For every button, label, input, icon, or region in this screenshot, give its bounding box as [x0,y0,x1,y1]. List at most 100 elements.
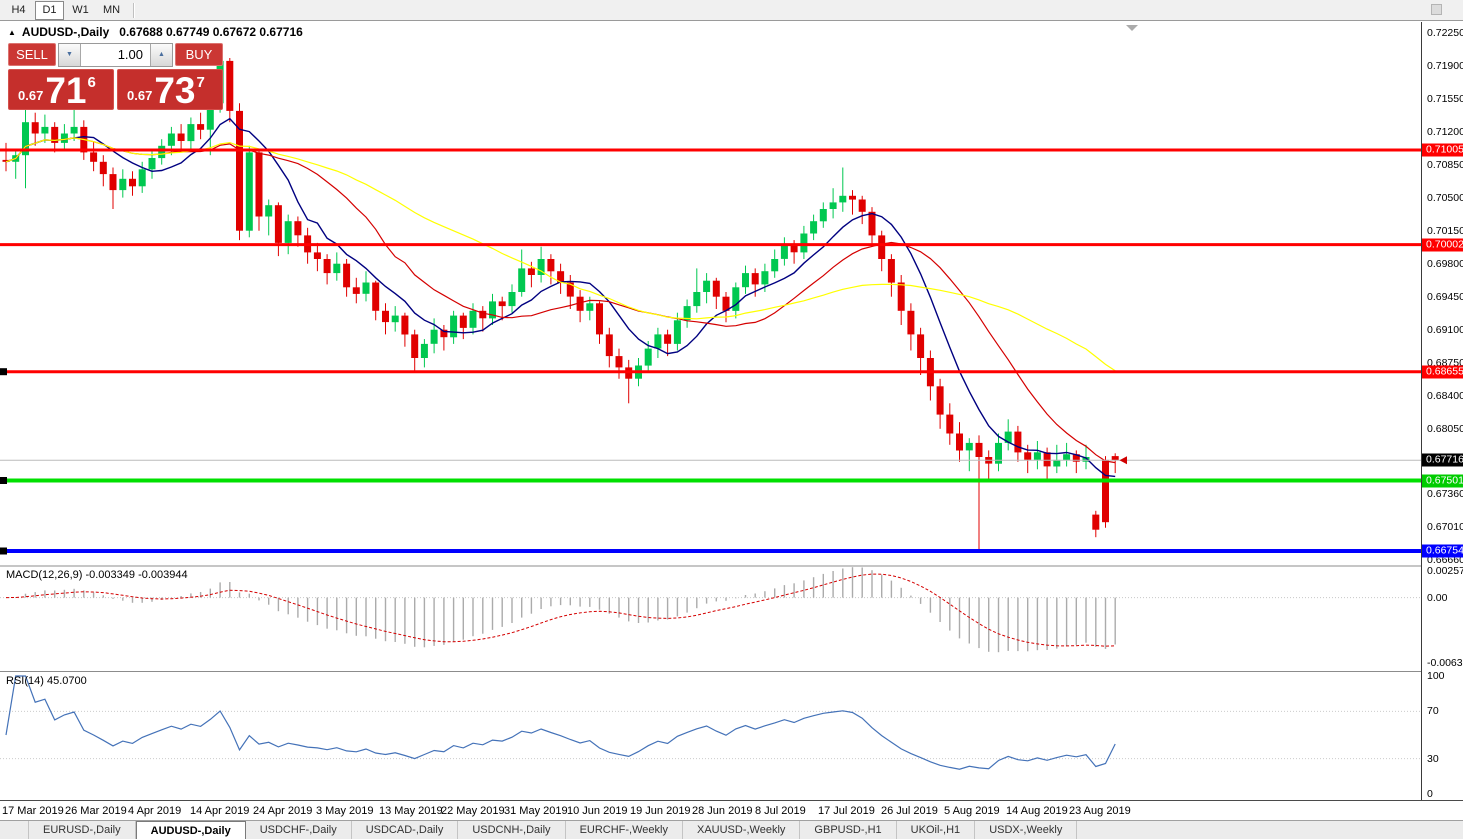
price-tick-label: 0.69450 [1427,290,1463,303]
date-label: 26 Jul 2019 [881,805,938,817]
price-tag-0.68655: 0.68655 [1422,365,1463,379]
date-label: 10 Jun 2019 [567,805,628,817]
buy-button[interactable]: BUY [175,43,223,66]
toolbar-separator [133,2,135,18]
chart-tab-gbpusd-h1[interactable]: GBPUSD-,H1 [800,821,897,839]
rsi-line [5,675,1116,770]
buy-price-panel[interactable]: 0.67 73 7 [117,69,223,111]
date-label: 17 Jul 2019 [818,805,875,817]
rsi-tick-label: 100 [1427,670,1445,682]
date-label: 13 May 2019 [379,805,443,817]
chart-tab-eurusd-daily[interactable]: EURUSD-,Daily [28,821,136,839]
bid-price-pip-digit: 6 [87,74,96,91]
chart-tab-audusd-daily[interactable]: AUDUSD-,Daily [135,821,246,839]
timeframe-button-h4[interactable]: H4 [11,4,26,16]
date-label: 4 Apr 2019 [128,805,182,817]
price-tick-label: 0.71900 [1427,59,1463,72]
chart-tab-strip: EURUSD-,Daily AUDUSD-,Daily USDCHF-,Daily U… [0,820,1463,839]
macd-tick-label: 0.00 [1427,591,1448,604]
timeframe-button-mn[interactable]: MN [102,4,121,16]
date-label: 5 Aug 2019 [944,805,1000,817]
price-tag-0.70002: 0.70002 [1422,238,1463,252]
price-tick-label: 0.71200 [1427,125,1463,138]
timeframe-toolbar: H4 D1 W1 MN [0,0,1463,21]
candles-layer [2,51,1119,550]
date-label: 19 Jun 2019 [630,805,691,817]
date-label: 26 Mar 2019 [65,805,127,817]
ask-price-pip-digit: 7 [196,74,205,91]
price-tick-label: 0.68400 [1427,389,1463,402]
ask-price-big-digits: 73 [154,70,196,111]
chart-tab-usdcnh-daily[interactable]: USDCNH-,Daily [458,821,566,839]
chart-symbol-label: AUDUSD-,Daily [21,25,110,39]
date-label: 28 Jun 2019 [692,805,753,817]
volume-increase-button[interactable]: ▲ [150,43,172,66]
trade-panel-top-row: SELL ▼ 1.00 ▲ BUY [8,42,223,67]
chart-ohlc-values: 0.67688 0.67749 0.67672 0.67716 [119,25,303,39]
chevron-up-icon: ▲ [158,51,165,58]
timeframe-buttons: H4 D1 W1 MN [3,0,127,20]
macd-signal-line [5,573,1116,647]
ma-line-medium [5,137,1116,464]
last-price-arrow-icon [1119,456,1127,465]
rsi-indicator-label: RSI(14) 45.0700 [6,675,87,687]
volume-input[interactable]: 1.00 [117,47,143,62]
chart-shift-marker-icon[interactable] [1126,25,1138,31]
price-tick-label: 0.67010 [1427,520,1463,533]
price-tick-label: 0.70850 [1427,158,1463,171]
one-click-trade-panel: SELL ▼ 1.00 ▲ BUY 0.67 71 6 0.67 73 7 [8,42,223,111]
bid-price-prefix: 0.67 [18,88,44,103]
date-label: 14 Apr 2019 [190,805,250,817]
chevron-down-icon: ▼ [66,51,73,58]
date-label: 17 Mar 2019 [2,805,64,817]
chart-tab-usdchf-daily[interactable]: USDCHF-,Daily [246,821,352,839]
bid-price-big-digits: 71 [45,70,87,111]
timeframe-button-d1[interactable]: D1 [35,0,64,20]
date-label: 23 Aug 2019 [1069,805,1131,817]
collapse-panel-icon[interactable]: ▲ [8,27,16,37]
chart-tab-usdx-weekly[interactable]: USDX-,Weekly [975,821,1078,839]
volume-decrease-button[interactable]: ▼ [59,43,81,66]
date-label: 8 Jul 2019 [755,805,806,817]
toolbar-grip [1431,4,1442,15]
volume-spinner: ▼ 1.00 ▲ [58,42,173,67]
date-label: 31 May 2019 [504,805,568,817]
date-label: 14 Aug 2019 [1006,805,1068,817]
date-label: 3 May 2019 [316,805,374,817]
ma-line-slow [5,137,1116,372]
price-tick-label: 0.67360 [1427,487,1463,500]
sell-button[interactable]: SELL [8,43,56,66]
price-tag-0.66754: 0.66754 [1422,544,1463,558]
rsi-tick-label: 30 [1427,752,1439,765]
timeframe-button-w1[interactable]: W1 [72,4,89,16]
price-tick-label: 0.68050 [1427,422,1463,435]
price-tick-label: 0.69800 [1427,257,1463,270]
chart-tab-ukoil-h1[interactable]: UKOil-,H1 [897,821,976,839]
chart-canvas[interactable] [0,22,1421,800]
trade-panel-price-row: 0.67 71 6 0.67 73 7 [8,69,223,111]
chart-tab-usdcad-daily[interactable]: USDCAD-,Daily [352,821,459,839]
rsi-tick-label: 70 [1427,705,1439,718]
price-axis[interactable]: 0.72250 0.71900 0.71550 0.71200 0.70850 0.705… [1421,22,1463,800]
price-tag-0.67716: 0.67716 [1422,453,1463,467]
time-axis[interactable]: 17 Mar 2019 26 Mar 2019 4 Apr 2019 14 Apr 2… [0,800,1463,820]
chart-title: ▲ AUDUSD-,Daily 0.67688 0.67749 0.67672 0.… [8,25,303,39]
price-tag-0.71005: 0.71005 [1422,143,1463,157]
chart-tab-xauusd-weekly[interactable]: XAUUSD-,Weekly [683,821,801,839]
macd-tick-label: 0.002574 [1427,565,1463,577]
sell-price-panel[interactable]: 0.67 71 6 [8,69,114,111]
price-tick-label: 0.70500 [1427,191,1463,204]
chart-tab-eurchf-weekly[interactable]: EURCHF-,Weekly [566,821,683,839]
price-tick-label: 0.70150 [1427,224,1463,237]
horizontal-price-lines[interactable] [0,148,1421,555]
price-tag-0.67501: 0.67501 [1422,474,1463,487]
macd-indicator-label: MACD(12,26,9) -0.003349 -0.003944 [6,569,188,581]
rsi-tick-label: 0 [1427,788,1433,800]
ask-price-prefix: 0.67 [127,88,153,103]
price-tick-label: 0.71550 [1427,92,1463,105]
date-label: 22 May 2019 [441,805,505,817]
date-label: 24 Apr 2019 [253,805,313,817]
price-tick-label: 0.72250 [1427,26,1463,39]
macd-tick-label: -0.006326 [1427,657,1463,669]
